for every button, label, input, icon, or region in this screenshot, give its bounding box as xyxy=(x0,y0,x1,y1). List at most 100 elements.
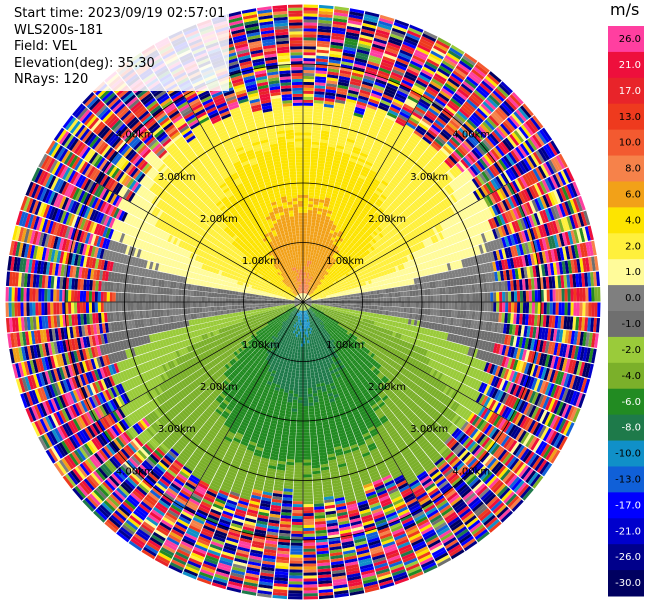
gate xyxy=(304,293,306,297)
gate xyxy=(330,282,334,286)
gate xyxy=(491,192,499,204)
gate xyxy=(337,139,346,144)
gate xyxy=(320,233,325,237)
gate xyxy=(317,253,322,258)
gate xyxy=(321,211,327,216)
gate xyxy=(304,269,307,273)
gate xyxy=(431,78,444,88)
gate xyxy=(310,290,313,294)
gate xyxy=(364,269,369,275)
gate xyxy=(319,196,326,201)
gate xyxy=(329,134,338,139)
gate xyxy=(472,256,478,266)
gate xyxy=(492,146,503,159)
gate xyxy=(410,230,417,238)
gate xyxy=(367,291,372,296)
gate xyxy=(385,47,399,55)
gate xyxy=(587,225,594,241)
gate xyxy=(511,92,524,105)
gate xyxy=(450,136,461,147)
gate xyxy=(311,267,314,271)
gate xyxy=(329,281,333,285)
gate xyxy=(400,257,406,264)
gate xyxy=(520,159,530,173)
gate xyxy=(341,199,348,205)
gate xyxy=(321,281,326,285)
gate xyxy=(351,288,356,292)
gate xyxy=(374,175,383,183)
gate xyxy=(384,50,398,58)
gate xyxy=(341,304,345,307)
gate xyxy=(494,108,507,121)
gate xyxy=(403,274,408,281)
gate xyxy=(339,130,349,136)
gate xyxy=(458,250,464,260)
gate xyxy=(318,286,322,289)
gate xyxy=(460,57,474,69)
gate xyxy=(389,150,399,158)
gate xyxy=(381,145,391,153)
gate xyxy=(394,265,400,272)
gate xyxy=(525,290,530,302)
gate xyxy=(433,309,437,316)
gate xyxy=(389,213,396,221)
gate xyxy=(451,180,460,190)
gate xyxy=(329,174,337,179)
gate xyxy=(433,295,437,302)
gate xyxy=(314,243,319,248)
gate xyxy=(423,269,429,276)
gate xyxy=(313,289,317,293)
gate xyxy=(376,277,381,282)
gate xyxy=(372,214,379,221)
gate xyxy=(415,302,420,308)
gate xyxy=(310,289,313,293)
gate xyxy=(499,201,507,213)
gate xyxy=(351,149,361,155)
gate xyxy=(340,281,344,285)
gate xyxy=(515,244,522,256)
gate xyxy=(500,81,513,94)
gate xyxy=(368,271,373,277)
gate xyxy=(514,220,521,232)
gate xyxy=(303,13,318,17)
gate xyxy=(371,46,385,53)
gate xyxy=(331,265,335,269)
gate xyxy=(404,217,412,225)
gate xyxy=(417,250,423,258)
gate xyxy=(454,132,465,142)
gate xyxy=(353,304,357,308)
gate xyxy=(312,252,317,256)
gate xyxy=(520,124,532,138)
gate xyxy=(389,278,394,284)
gate xyxy=(465,284,470,294)
gate xyxy=(309,177,316,181)
gate xyxy=(473,147,484,158)
gate xyxy=(308,189,315,193)
gate xyxy=(308,263,311,268)
gate xyxy=(340,276,345,280)
gate xyxy=(306,230,311,234)
gate xyxy=(327,65,340,70)
gate xyxy=(311,298,315,300)
gate xyxy=(375,286,380,291)
gate xyxy=(365,191,373,198)
gate xyxy=(363,207,370,213)
gate xyxy=(346,309,351,312)
gate xyxy=(442,174,451,184)
gate xyxy=(424,165,434,174)
gate xyxy=(449,75,462,86)
gate xyxy=(423,63,437,73)
gate xyxy=(360,31,375,38)
gate xyxy=(411,221,418,229)
gate xyxy=(364,141,373,147)
gate xyxy=(340,235,346,240)
gate xyxy=(367,258,373,264)
gate xyxy=(388,306,393,312)
gate xyxy=(345,279,350,283)
gate xyxy=(343,174,351,180)
gate xyxy=(545,193,553,207)
gate xyxy=(364,72,377,79)
gate xyxy=(309,276,312,280)
gate xyxy=(538,238,545,251)
gate xyxy=(498,158,508,171)
